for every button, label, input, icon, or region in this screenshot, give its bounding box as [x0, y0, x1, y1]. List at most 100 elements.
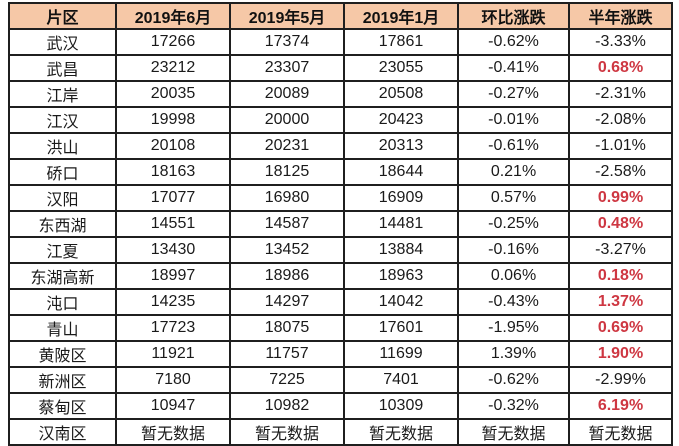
half-year-change-cell: -3.27%	[568, 236, 673, 264]
district-cell: 汉南区	[8, 418, 117, 446]
mom-change-cell: -0.25%	[457, 210, 570, 238]
price-jan-cell: 7401	[343, 366, 459, 394]
district-cell: 黄陂区	[8, 340, 117, 368]
price-may-cell: 20231	[229, 132, 345, 160]
price-may-cell: 20000	[229, 106, 345, 134]
table-row: 沌口 14235 14297 14042 -0.43% 1.37%	[8, 288, 673, 316]
price-jan-cell: 暂无数据	[343, 418, 459, 446]
price-may-cell: 20089	[229, 80, 345, 108]
mom-change-cell: 1.39%	[457, 340, 570, 368]
price-jun-cell: 17266	[115, 28, 231, 56]
half-year-change-cell: -2.08%	[568, 106, 673, 134]
price-jun-cell: 17723	[115, 314, 231, 342]
header-district: 片区	[8, 2, 117, 30]
header-row: 片区 2019年6月 2019年5月 2019年1月 环比涨跌 半年涨跌	[8, 2, 673, 30]
price-jun-cell: 19998	[115, 106, 231, 134]
price-jan-cell: 17861	[343, 28, 459, 56]
price-may-cell: 16980	[229, 184, 345, 212]
price-jan-cell: 18644	[343, 158, 459, 186]
district-cell: 江汉	[8, 106, 117, 134]
table-row: 新洲区 7180 7225 7401 -0.62% -2.99%	[8, 366, 673, 394]
half-year-change-cell: -1.01%	[568, 132, 673, 160]
table-row: 武汉 17266 17374 17861 -0.62% -3.33%	[8, 28, 673, 56]
table-row: 东西湖 14551 14587 14481 -0.25% 0.48%	[8, 210, 673, 238]
mom-change-cell: -0.43%	[457, 288, 570, 316]
table-row: 青山 17723 18075 17601 -1.95% 0.69%	[8, 314, 673, 342]
price-may-cell: 11757	[229, 340, 345, 368]
price-jun-cell: 20035	[115, 80, 231, 108]
table-row: 江夏 13430 13452 13884 -0.16% -3.27%	[8, 236, 673, 264]
table-row: 东湖高新 18997 18986 18963 0.06% 0.18%	[8, 262, 673, 290]
mom-change-cell: -0.62%	[457, 28, 570, 56]
price-may-cell: 14297	[229, 288, 345, 316]
table-row: 武昌 23212 23307 23055 -0.41% 0.68%	[8, 54, 673, 82]
table-header: 片区 2019年6月 2019年5月 2019年1月 环比涨跌 半年涨跌	[8, 2, 673, 30]
district-cell: 新洲区	[8, 366, 117, 394]
mom-change-cell: -0.01%	[457, 106, 570, 134]
table-row: 硚口 18163 18125 18644 0.21% -2.58%	[8, 158, 673, 186]
table-row: 黄陂区 11921 11757 11699 1.39% 1.90%	[8, 340, 673, 368]
district-cell: 青山	[8, 314, 117, 342]
mom-change-cell: -0.61%	[457, 132, 570, 160]
price-jun-cell: 20108	[115, 132, 231, 160]
mom-change-cell: -0.62%	[457, 366, 570, 394]
header-half-year-change: 半年涨跌	[568, 2, 673, 30]
district-cell: 江岸	[8, 80, 117, 108]
half-year-change-cell: -2.58%	[568, 158, 673, 186]
header-2019-06: 2019年6月	[115, 2, 231, 30]
price-jan-cell: 11699	[343, 340, 459, 368]
district-cell: 硚口	[8, 158, 117, 186]
price-may-cell: 13452	[229, 236, 345, 264]
half-year-change-cell: 0.69%	[568, 314, 673, 342]
table-row: 汉南区 暂无数据 暂无数据 暂无数据 暂无数据 暂无数据	[8, 418, 673, 446]
price-jun-cell: 暂无数据	[115, 418, 231, 446]
mom-change-cell: -0.32%	[457, 392, 570, 420]
price-jun-cell: 23212	[115, 54, 231, 82]
half-year-change-cell: 1.37%	[568, 288, 673, 316]
price-jan-cell: 20313	[343, 132, 459, 160]
half-year-change-cell: -2.31%	[568, 80, 673, 108]
header-2019-01: 2019年1月	[343, 2, 459, 30]
price-jun-cell: 18997	[115, 262, 231, 290]
price-may-cell: 18986	[229, 262, 345, 290]
mom-change-cell: -0.27%	[457, 80, 570, 108]
price-jan-cell: 18963	[343, 262, 459, 290]
table-row: 洪山 20108 20231 20313 -0.61% -1.01%	[8, 132, 673, 160]
mom-change-cell: 0.21%	[457, 158, 570, 186]
price-jun-cell: 18163	[115, 158, 231, 186]
half-year-change-cell: 1.90%	[568, 340, 673, 368]
mom-change-cell: -1.95%	[457, 314, 570, 342]
price-jan-cell: 13884	[343, 236, 459, 264]
price-may-cell: 10982	[229, 392, 345, 420]
district-cell: 东湖高新	[8, 262, 117, 290]
half-year-change-cell: -2.99%	[568, 366, 673, 394]
price-jun-cell: 14551	[115, 210, 231, 238]
price-jun-cell: 17077	[115, 184, 231, 212]
header-2019-05: 2019年5月	[229, 2, 345, 30]
price-table: 片区 2019年6月 2019年5月 2019年1月 环比涨跌 半年涨跌 武汉 1…	[8, 2, 673, 446]
district-cell: 武汉	[8, 28, 117, 56]
mom-change-cell: -0.16%	[457, 236, 570, 264]
price-may-cell: 18075	[229, 314, 345, 342]
half-year-change-cell: 暂无数据	[568, 418, 673, 446]
price-may-cell: 7225	[229, 366, 345, 394]
price-may-cell: 14587	[229, 210, 345, 238]
half-year-change-cell: 0.48%	[568, 210, 673, 238]
price-jan-cell: 20423	[343, 106, 459, 134]
price-may-cell: 18125	[229, 158, 345, 186]
district-cell: 东西湖	[8, 210, 117, 238]
half-year-change-cell: -3.33%	[568, 28, 673, 56]
table-row: 江岸 20035 20089 20508 -0.27% -2.31%	[8, 80, 673, 108]
price-jun-cell: 10947	[115, 392, 231, 420]
price-may-cell: 23307	[229, 54, 345, 82]
district-cell: 蔡甸区	[8, 392, 117, 420]
price-jan-cell: 14042	[343, 288, 459, 316]
district-cell: 沌口	[8, 288, 117, 316]
header-mom-change: 环比涨跌	[457, 2, 570, 30]
table-body: 武汉 17266 17374 17861 -0.62% -3.33% 武昌 23212 2330…	[8, 28, 673, 446]
price-jan-cell: 23055	[343, 54, 459, 82]
district-cell: 江夏	[8, 236, 117, 264]
district-cell: 洪山	[8, 132, 117, 160]
price-jun-cell: 14235	[115, 288, 231, 316]
price-jun-cell: 11921	[115, 340, 231, 368]
